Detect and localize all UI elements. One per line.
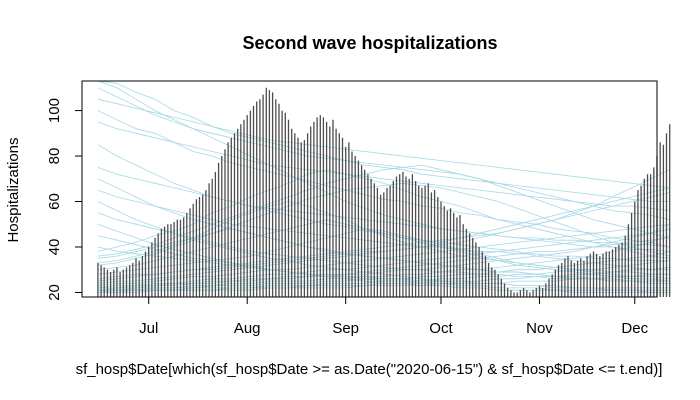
y-tick-label-80: 80 bbox=[46, 148, 63, 165]
y-tick-label-60: 60 bbox=[46, 193, 63, 210]
x-axis-label: sf_hosp$Date[which(sf_hosp$Date >= as.Da… bbox=[76, 361, 663, 378]
y-tick-label-20: 20 bbox=[46, 284, 63, 301]
x-tick-label-oct: Oct bbox=[429, 320, 453, 337]
y-axis-label: Hospitalizations bbox=[5, 137, 22, 242]
x-tick-label-dec: Dec bbox=[621, 320, 648, 337]
simulated-line-9 bbox=[97, 80, 670, 202]
y-tick-label-40: 40 bbox=[46, 239, 63, 256]
x-tick-label-aug: Aug bbox=[234, 320, 261, 337]
x-tick-label-sep: Sep bbox=[332, 320, 359, 337]
plot-box bbox=[81, 80, 658, 298]
chart-title: Second wave hospitalizations bbox=[242, 33, 497, 53]
y-tick-label-100: 100 bbox=[46, 98, 63, 123]
bars-layer bbox=[97, 87, 671, 297]
x-tick-label-jul: Jul bbox=[139, 320, 158, 337]
x-tick-label-nov: Nov bbox=[526, 320, 553, 337]
simulated-line-30 bbox=[97, 121, 670, 211]
simulated-line-31 bbox=[97, 98, 670, 189]
